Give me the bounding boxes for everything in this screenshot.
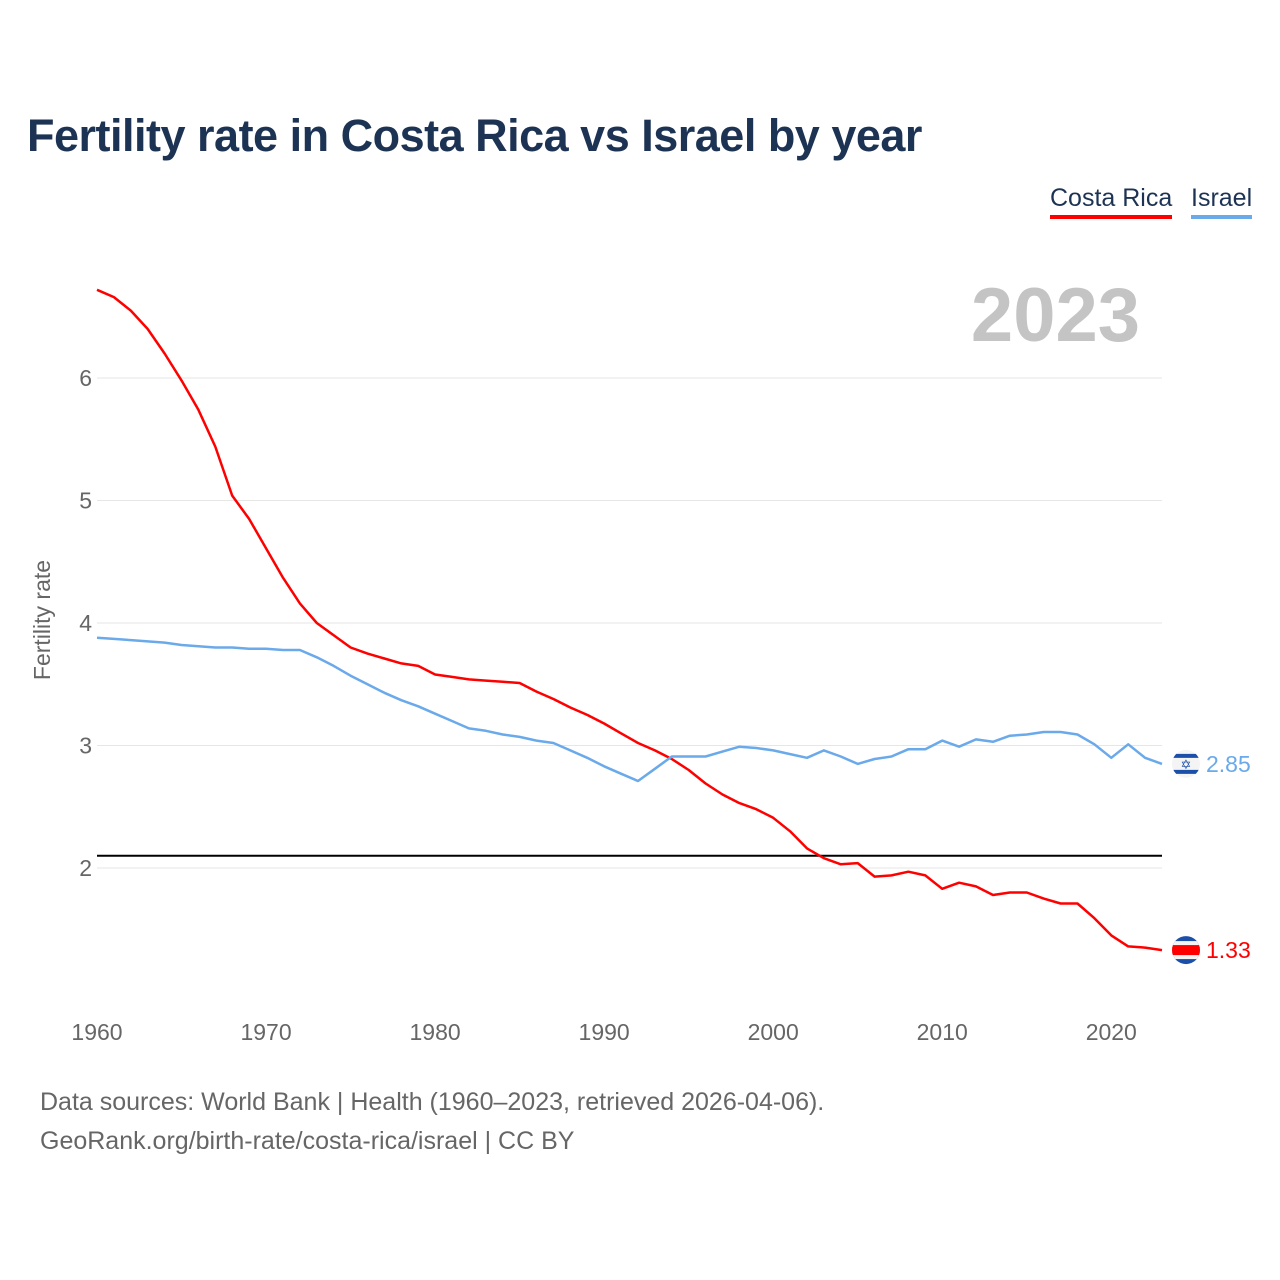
flag-icon-israel: ✡ bbox=[1172, 749, 1200, 778]
x-tick-label: 1970 bbox=[240, 1019, 291, 1045]
series-line-costa-rica bbox=[96, 288, 1163, 952]
legend-israel[interactable]: Israel bbox=[1191, 184, 1253, 219]
year-watermark: 2023 bbox=[971, 273, 1140, 358]
x-tick-label: 2010 bbox=[917, 1019, 968, 1045]
svg-text:✡: ✡ bbox=[1181, 757, 1192, 772]
flag-icon-costa-rica bbox=[1172, 936, 1200, 965]
data-source-text: Data sources: World Bank | Health (1960–… bbox=[40, 1088, 825, 1116]
x-tick-label: 1990 bbox=[579, 1019, 630, 1045]
y-tick-label: 3 bbox=[79, 733, 92, 759]
legend-costa-rica[interactable]: Costa Rica bbox=[1050, 184, 1173, 219]
x-tick-label: 1980 bbox=[410, 1019, 461, 1045]
end-value-label-israel: 2.85 bbox=[1206, 751, 1251, 777]
y-axis-label: Fertility rate bbox=[29, 560, 55, 680]
y-tick-label: 5 bbox=[79, 488, 92, 514]
end-value-label-costa-rica: 1.33 bbox=[1206, 937, 1251, 963]
x-tick-label: 2020 bbox=[1086, 1019, 1137, 1045]
attribution-text: GeoRank.org/birth-rate/costa-rica/israel… bbox=[40, 1127, 575, 1155]
y-tick-label: 2 bbox=[79, 855, 92, 881]
x-tick-label: 2000 bbox=[748, 1019, 799, 1045]
y-tick-label: 6 bbox=[79, 365, 92, 391]
chart-title: Fertility rate in Costa Rica vs Israel b… bbox=[27, 110, 922, 161]
series-line-israel bbox=[96, 636, 1163, 783]
y-tick-label: 4 bbox=[79, 610, 92, 636]
x-tick-label: 1960 bbox=[71, 1019, 122, 1045]
